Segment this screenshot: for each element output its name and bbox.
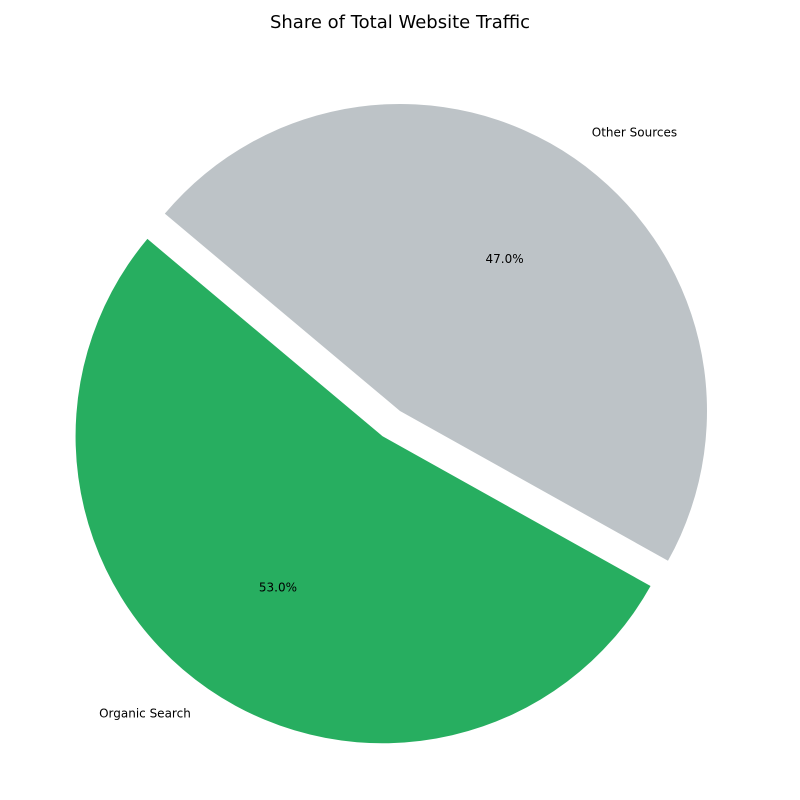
pie-slice bbox=[164, 104, 707, 561]
pie-slice bbox=[75, 238, 651, 744]
chart-title: Share of Total Website Traffic bbox=[270, 12, 530, 33]
value-label: 47.0% bbox=[486, 252, 524, 266]
value-label: 53.0% bbox=[259, 580, 297, 594]
slice-label: Organic Search bbox=[99, 707, 191, 721]
slice-label: Other Sources bbox=[592, 126, 677, 140]
